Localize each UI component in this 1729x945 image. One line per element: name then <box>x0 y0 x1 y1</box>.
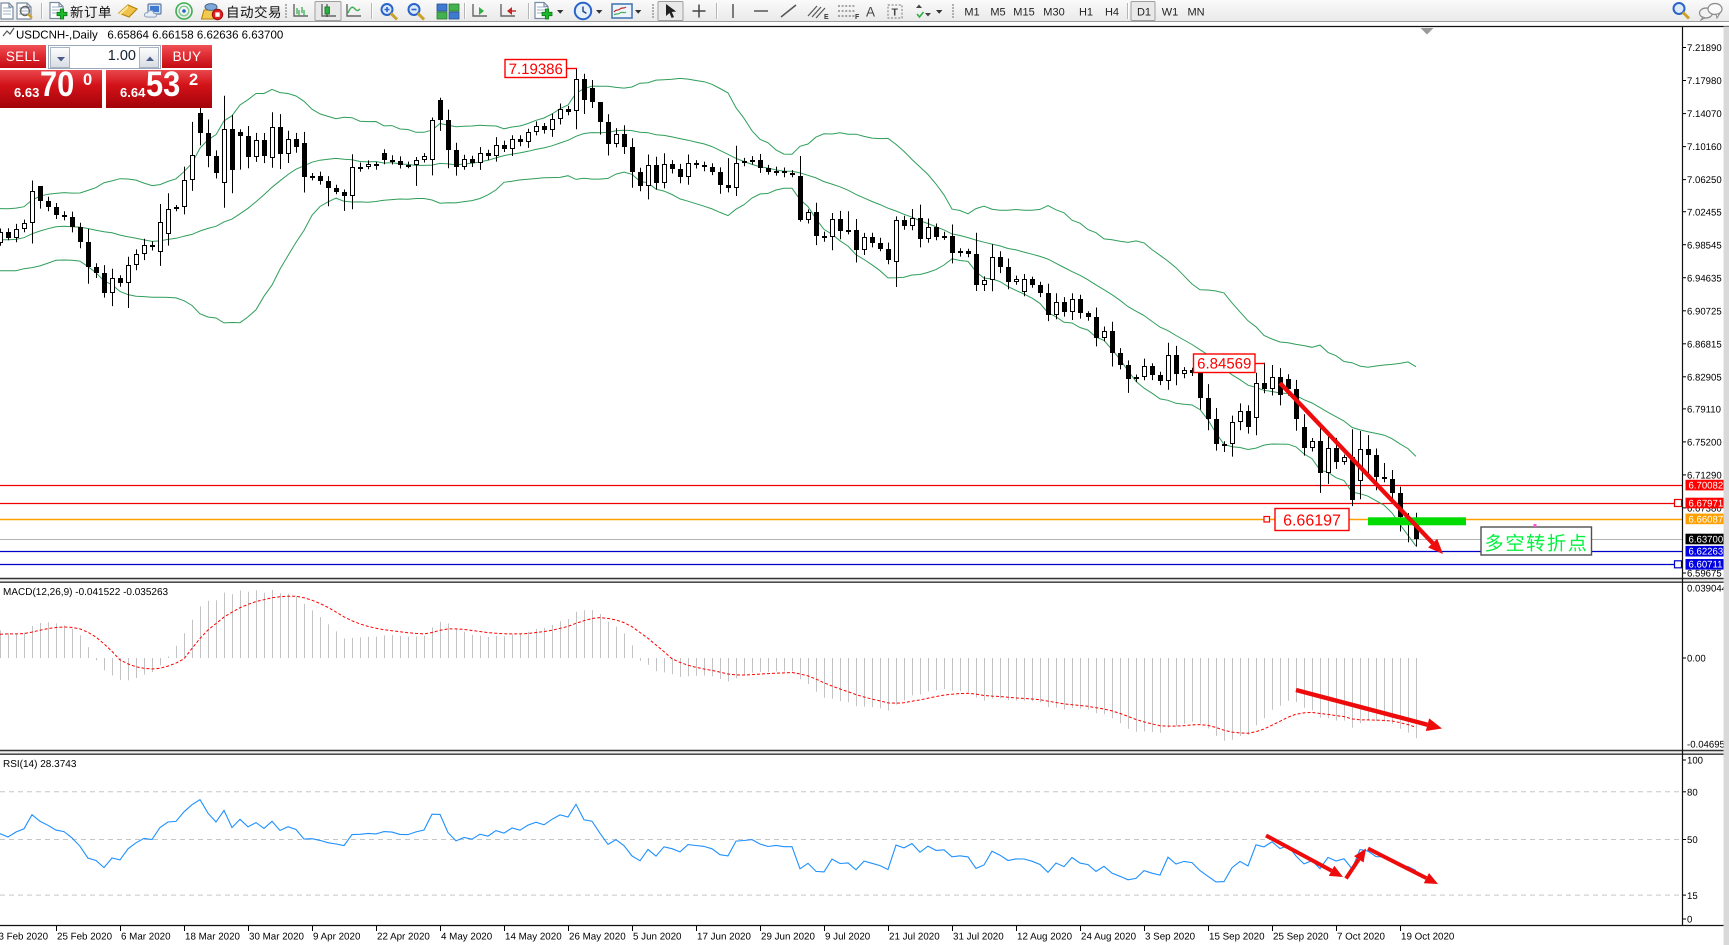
svg-text:7.10160: 7.10160 <box>1687 142 1722 153</box>
svg-text:30 Mar 2020: 30 Mar 2020 <box>249 932 305 943</box>
svg-text:M30: M30 <box>1043 7 1064 19</box>
svg-text:M5: M5 <box>990 7 1005 19</box>
svg-text:6.67380: 6.67380 <box>1687 504 1722 515</box>
svg-text:7.14070: 7.14070 <box>1687 109 1722 120</box>
svg-text:26 May 2020: 26 May 2020 <box>569 932 626 943</box>
svg-text:MN: MN <box>1187 7 1204 19</box>
svg-text:USDCNH-,Daily 6.65864 6.6615: USDCNH-,Daily 6.65864 6.66158 6.62636 6.… <box>16 30 283 42</box>
svg-text:0.039044: 0.039044 <box>1687 584 1728 595</box>
svg-text:6.86815: 6.86815 <box>1687 339 1722 350</box>
svg-text:6.82905: 6.82905 <box>1687 372 1722 383</box>
svg-text:7.02455: 7.02455 <box>1687 207 1722 218</box>
svg-text:14 May 2020: 14 May 2020 <box>505 932 562 943</box>
svg-text:RSI(14) 28.3743: RSI(14) 28.3743 <box>3 759 77 770</box>
svg-text:H1: H1 <box>1079 7 1093 19</box>
svg-text:6.66197: 6.66197 <box>1283 512 1341 529</box>
svg-text:3 Sep 2020: 3 Sep 2020 <box>1145 932 1196 943</box>
svg-text:9 Jul 2020: 9 Jul 2020 <box>825 932 871 943</box>
svg-text:E: E <box>824 14 829 21</box>
svg-text:7.19386: 7.19386 <box>509 61 563 78</box>
svg-text:15 Sep 2020: 15 Sep 2020 <box>1209 932 1265 943</box>
svg-text:7.21890: 7.21890 <box>1687 43 1722 54</box>
svg-text:W1: W1 <box>1162 7 1179 19</box>
svg-text:MACD(12,26,9) -0.041522 -0.035: MACD(12,26,9) -0.041522 -0.035263 <box>3 587 169 598</box>
svg-text:D1: D1 <box>1137 7 1151 19</box>
svg-text:25 Sep 2020: 25 Sep 2020 <box>1273 932 1329 943</box>
svg-text:7 Oct 2020: 7 Oct 2020 <box>1337 932 1385 943</box>
svg-text:15: 15 <box>1687 891 1698 902</box>
svg-text:9 Apr 2020: 9 Apr 2020 <box>313 932 361 943</box>
svg-text:100: 100 <box>1687 756 1703 767</box>
svg-text:H4: H4 <box>1105 7 1119 19</box>
svg-text:-0.046959: -0.046959 <box>1687 740 1729 751</box>
svg-text:M15: M15 <box>1013 7 1034 19</box>
svg-text:25 Feb 2020: 25 Feb 2020 <box>57 932 113 943</box>
svg-text:12 Aug 2020: 12 Aug 2020 <box>1017 932 1073 943</box>
svg-text:6.75200: 6.75200 <box>1687 438 1722 449</box>
svg-text:F: F <box>855 14 860 21</box>
svg-text:17 Jun 2020: 17 Jun 2020 <box>697 932 751 943</box>
svg-text:24 Aug 2020: 24 Aug 2020 <box>1081 932 1137 943</box>
svg-text:6.71290: 6.71290 <box>1687 471 1722 482</box>
svg-text:0.00: 0.00 <box>1687 654 1706 665</box>
svg-text:5 Jun 2020: 5 Jun 2020 <box>633 932 682 943</box>
svg-text:6.60711: 6.60711 <box>1689 560 1723 571</box>
svg-text:6.62263: 6.62263 <box>1689 547 1724 558</box>
svg-text:13 Feb 2020: 13 Feb 2020 <box>0 932 49 943</box>
svg-text:50: 50 <box>1687 835 1698 846</box>
svg-text:6.79110: 6.79110 <box>1687 405 1721 416</box>
svg-text:7.06250: 7.06250 <box>1687 175 1722 186</box>
svg-text:6.59675: 6.59675 <box>1687 569 1722 580</box>
svg-text:6.66087: 6.66087 <box>1689 514 1724 525</box>
svg-text:4 May 2020: 4 May 2020 <box>441 932 493 943</box>
svg-text:6.98545: 6.98545 <box>1687 240 1722 251</box>
svg-text:21 Jul 2020: 21 Jul 2020 <box>889 932 940 943</box>
svg-text:18 Mar 2020: 18 Mar 2020 <box>185 932 241 943</box>
svg-text:0: 0 <box>1687 915 1692 926</box>
svg-text:6.94635: 6.94635 <box>1687 273 1722 284</box>
svg-text:29 Jun 2020: 29 Jun 2020 <box>761 932 815 943</box>
svg-text:19 Oct 2020: 19 Oct 2020 <box>1401 932 1455 943</box>
svg-text:7.17980: 7.17980 <box>1687 76 1722 87</box>
svg-text:6.67971: 6.67971 <box>1689 498 1724 509</box>
svg-text:80: 80 <box>1687 787 1698 798</box>
svg-text:22 Apr 2020: 22 Apr 2020 <box>377 932 430 943</box>
svg-text:31 Jul 2020: 31 Jul 2020 <box>953 932 1004 943</box>
svg-text:T: T <box>892 7 899 19</box>
svg-text:6.70082: 6.70082 <box>1689 481 1724 492</box>
svg-text:6.84569: 6.84569 <box>1197 356 1251 373</box>
svg-text:6.90725: 6.90725 <box>1687 306 1722 317</box>
svg-text:6 Mar 2020: 6 Mar 2020 <box>121 932 171 943</box>
svg-text:A: A <box>866 5 875 20</box>
svg-text:M1: M1 <box>964 7 979 19</box>
svg-text:6.63700: 6.63700 <box>1689 534 1724 545</box>
